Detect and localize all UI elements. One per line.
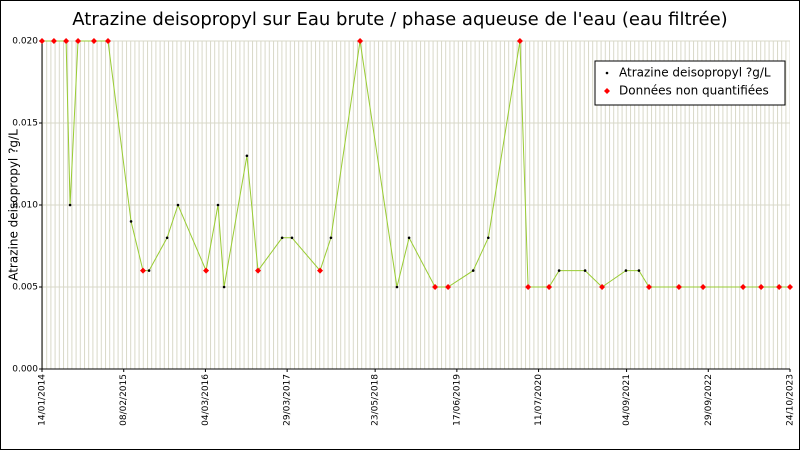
marker xyxy=(624,269,628,272)
marker xyxy=(317,267,324,274)
marker xyxy=(599,284,606,290)
marker xyxy=(546,284,553,290)
marker xyxy=(525,284,532,290)
marker xyxy=(645,284,652,290)
marker xyxy=(395,285,399,289)
marker xyxy=(740,284,747,290)
marker xyxy=(50,38,57,44)
marker xyxy=(758,284,765,290)
marker xyxy=(583,269,587,272)
x-tick-label: 29/09/2022 xyxy=(704,374,714,426)
marker xyxy=(90,38,97,44)
marker xyxy=(176,203,180,207)
marker xyxy=(776,284,783,290)
marker xyxy=(222,285,226,289)
marker xyxy=(105,38,111,44)
marker xyxy=(147,269,151,272)
legend-label: Atrazine deisopropyl ?g/L xyxy=(619,66,771,80)
marker xyxy=(471,269,475,272)
marker xyxy=(605,71,609,75)
y-tick-label: 0.015 xyxy=(12,119,38,129)
marker xyxy=(357,38,364,44)
x-tick-label: 04/09/2021 xyxy=(622,374,632,426)
marker xyxy=(557,269,561,272)
marker xyxy=(245,154,249,158)
marker xyxy=(139,267,146,274)
marker xyxy=(787,284,793,290)
x-tick-label: 29/03/2017 xyxy=(283,374,293,426)
y-tick-label: 0.000 xyxy=(12,365,38,375)
marker xyxy=(516,38,523,44)
marker xyxy=(216,203,220,207)
marker xyxy=(486,236,490,240)
marker xyxy=(329,236,333,240)
chart-title: Atrazine deisopropyl sur Eau brute / pha… xyxy=(72,9,727,30)
marker xyxy=(68,203,72,207)
y-axis-title: Atrazine deisopropyl ?g/L xyxy=(7,129,21,281)
marker xyxy=(445,284,452,290)
marker xyxy=(165,236,169,240)
x-tick-label: 08/02/2015 xyxy=(119,374,129,426)
marker xyxy=(280,236,284,240)
y-tick-label: 0.020 xyxy=(12,37,38,47)
x-tick-label: 24/10/2023 xyxy=(786,374,796,426)
marker xyxy=(39,38,45,44)
y-tick-label: 0.010 xyxy=(12,201,38,211)
marker xyxy=(63,38,70,44)
legend-label: Données non quantifiées xyxy=(619,84,769,98)
marker xyxy=(203,267,210,274)
legend: Atrazine deisopropyl ?g/L Données non qua… xyxy=(594,60,786,106)
x-tick-label: 23/05/2018 xyxy=(371,374,381,426)
marker xyxy=(255,267,262,274)
x-tick-label: 14/01/2014 xyxy=(38,374,48,426)
marker xyxy=(700,284,707,290)
x-tick-label: 04/03/2016 xyxy=(201,374,211,426)
x-tick-label: 11/07/2020 xyxy=(534,374,544,426)
marker xyxy=(604,88,610,94)
marker xyxy=(407,236,411,240)
marker xyxy=(675,284,682,290)
marker xyxy=(129,220,133,223)
legend-box xyxy=(594,60,786,106)
x-tick-label: 17/06/2019 xyxy=(452,374,462,426)
marker xyxy=(290,236,294,240)
marker xyxy=(75,38,82,44)
y-tick-label: 0.005 xyxy=(12,283,38,293)
marker xyxy=(637,269,641,272)
marker xyxy=(432,284,439,290)
